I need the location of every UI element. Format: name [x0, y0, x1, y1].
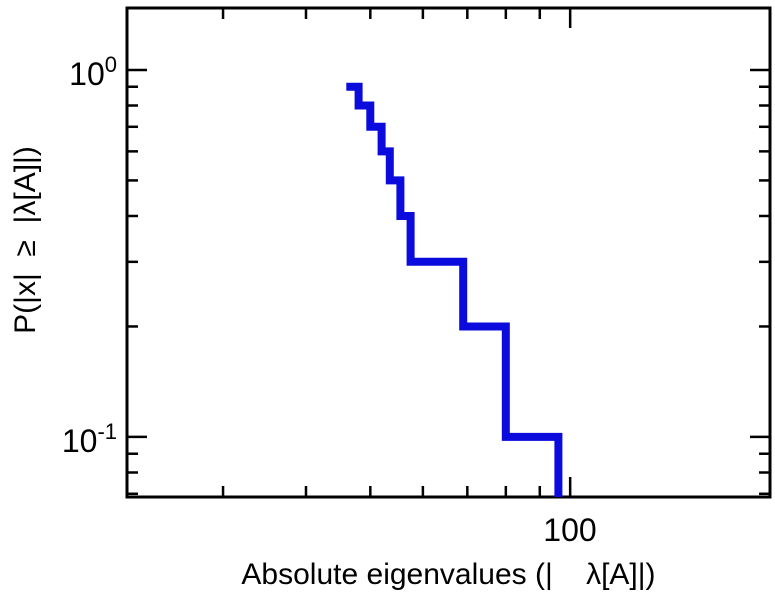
y-tick-base: 10 — [61, 423, 98, 459]
y-tick-label-1e0: 100 — [37, 52, 117, 92]
y-tick-base: 10 — [69, 56, 105, 92]
y-tick-exponent: 0 — [104, 52, 117, 77]
y-axis-label: P(|x| ≥ |λ[A]|) — [9, 146, 42, 334]
y-tick-label-1e-1: 10-1 — [37, 419, 117, 459]
y-tick-exponent: -1 — [97, 419, 117, 444]
x-axis-label: Absolute eigenvalues (| λ[A]|) — [241, 558, 656, 591]
x-tick-label-100: 100 — [543, 512, 597, 548]
